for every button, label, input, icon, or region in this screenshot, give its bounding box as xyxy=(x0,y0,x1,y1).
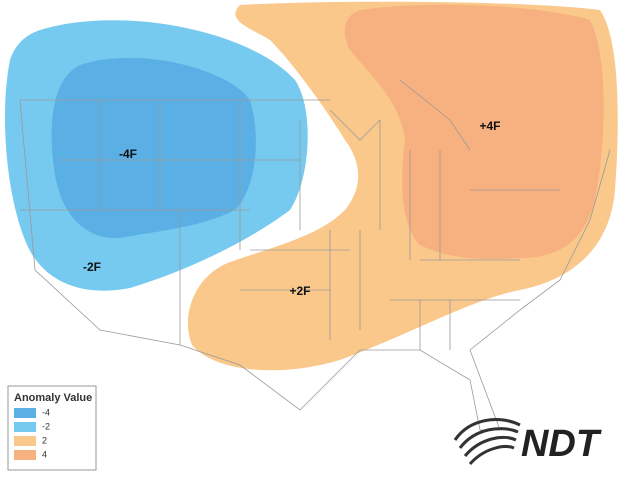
legend-label: 4 xyxy=(42,449,47,459)
anomaly-label: -2F xyxy=(83,260,101,274)
hot-core-region xyxy=(344,4,604,260)
anomaly-label: -4F xyxy=(119,147,137,161)
legend-label: -2 xyxy=(42,421,50,431)
legend-swatch xyxy=(14,436,36,446)
legend-swatch xyxy=(14,422,36,432)
legend: Anomaly Value -4 -2 2 4 xyxy=(7,385,97,471)
logo: NDT xyxy=(453,418,602,466)
logo-text: NDT xyxy=(521,423,602,465)
legend-title: Anomaly Value xyxy=(14,392,92,404)
anomaly-label: +2F xyxy=(289,284,310,298)
legend-label: -4 xyxy=(42,407,50,417)
boundaries xyxy=(19,79,611,431)
legend-swatch xyxy=(14,408,36,418)
cold-core-region xyxy=(51,57,256,239)
legend-label: 2 xyxy=(42,435,47,445)
anomaly-label: +4F xyxy=(479,119,500,133)
logo-swirl xyxy=(453,418,521,466)
legend-swatch xyxy=(14,450,36,460)
legend-items: -4 -2 2 4 xyxy=(14,407,50,460)
